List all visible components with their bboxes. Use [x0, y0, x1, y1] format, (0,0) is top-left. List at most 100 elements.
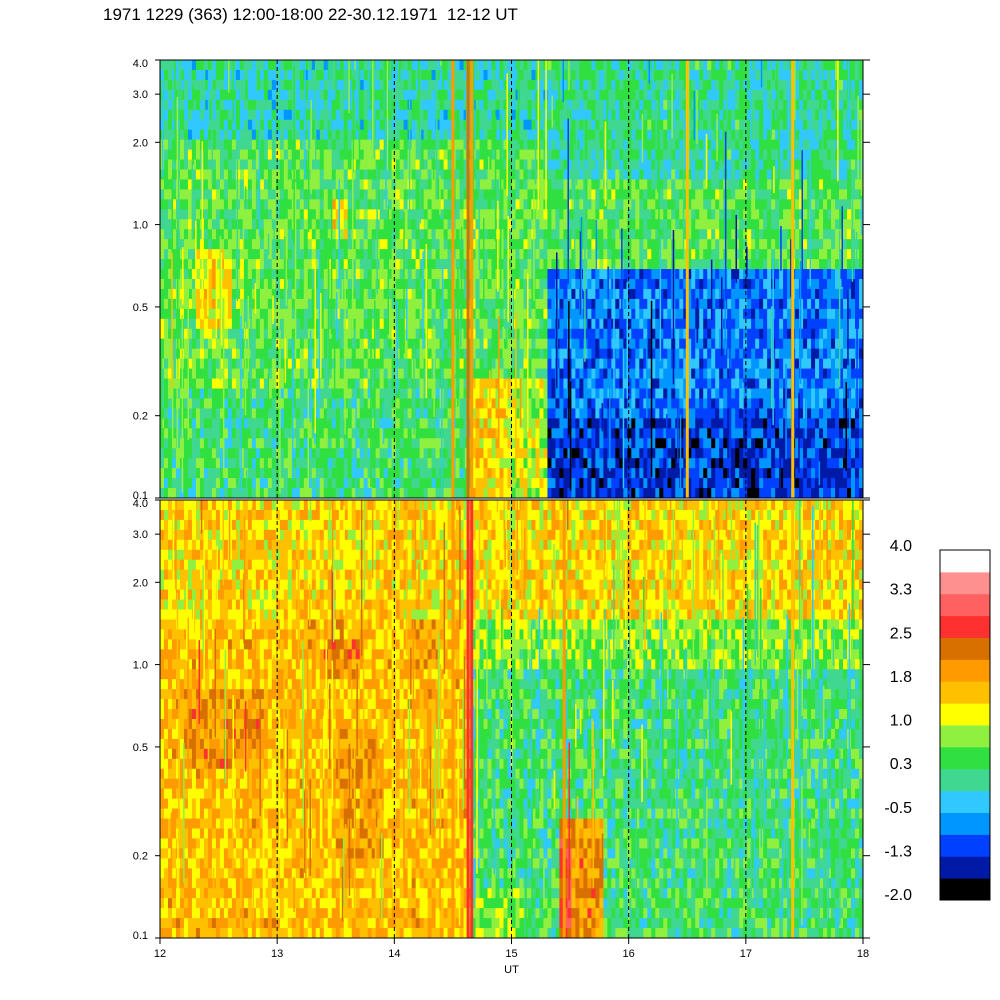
heatmap-cell — [160, 239, 165, 250]
heatmap-cell — [399, 229, 405, 240]
heatmap-cell — [587, 229, 592, 240]
heatmap-cell — [571, 89, 576, 101]
heatmap-cell — [299, 458, 305, 469]
heatmap-cell — [431, 79, 437, 91]
heatmap-cell — [243, 259, 249, 270]
heatmap-cell — [495, 438, 501, 449]
heatmap-cell — [607, 79, 612, 91]
heatmap-cell — [239, 358, 245, 370]
heatmap-cell — [343, 408, 349, 419]
heatmap-cell — [183, 338, 189, 350]
heatmap-cell — [579, 169, 584, 181]
heatmap-cell — [383, 348, 389, 360]
heatmap-cell — [215, 378, 221, 390]
heatmap-cell — [203, 398, 209, 409]
heatmap-cell — [503, 398, 509, 409]
heatmap-cell — [535, 388, 541, 400]
heatmap-cell — [331, 448, 337, 459]
heatmap-cell — [199, 338, 205, 350]
heatmap-cell — [167, 189, 173, 200]
heatmap-cell — [303, 249, 309, 260]
heatmap-cell — [311, 209, 317, 220]
heatmap-cell — [515, 269, 521, 280]
heatmap-cell — [555, 129, 561, 141]
heatmap-cell — [203, 318, 209, 330]
heatmap-cell — [311, 60, 317, 71]
heatmap-cell — [387, 338, 393, 350]
heatmap-cell — [251, 388, 257, 400]
heatmap-cell — [275, 249, 281, 260]
heatmap-cell — [399, 428, 405, 439]
heatmap-cell — [471, 458, 477, 469]
heatmap-cell — [371, 468, 377, 479]
heatmap-cell — [467, 219, 473, 230]
heatmap-cell — [175, 458, 181, 469]
heatmap-cell — [431, 428, 437, 439]
heatmap-cell — [391, 249, 397, 260]
heatmap-cell — [523, 139, 529, 151]
heatmap-cell — [247, 418, 253, 429]
heatmap-cell — [171, 418, 177, 429]
heatmap-cell — [531, 298, 537, 310]
heatmap-cell — [311, 478, 317, 489]
heatmap-cell — [287, 169, 293, 181]
heatmap-cell — [199, 79, 205, 91]
heatmap-cell — [395, 239, 401, 250]
heatmap-cell — [575, 368, 580, 380]
heatmap-cell — [463, 318, 469, 330]
heatmap-cell — [499, 458, 505, 469]
heatmap-cell — [483, 348, 489, 360]
heatmap-cell — [315, 209, 321, 220]
heatmap-cell — [423, 418, 429, 429]
heatmap-cell — [599, 448, 604, 459]
heatmap-cell — [315, 298, 321, 310]
heatmap-cell — [299, 448, 305, 459]
heatmap-cell — [259, 318, 265, 330]
heatmap-cell — [423, 139, 429, 151]
heatmap-cell — [319, 169, 325, 181]
heatmap-cell — [331, 159, 337, 171]
heatmap-cell — [575, 89, 580, 101]
heatmap-cell — [187, 269, 193, 280]
heatmap-cell — [215, 179, 221, 190]
heatmap-cell — [463, 458, 469, 469]
heatmap-cell — [207, 149, 213, 161]
heatmap-cell — [215, 249, 221, 260]
heatmap-cell — [275, 279, 281, 290]
heatmap-cell — [315, 308, 321, 320]
heatmap-cell — [359, 298, 365, 310]
heatmap-cell — [427, 328, 433, 340]
heatmap-cell — [311, 129, 317, 141]
heatmap-cell — [375, 398, 381, 409]
heatmap-cell — [403, 438, 409, 449]
heatmap-cell — [399, 189, 405, 200]
heatmap-cell — [447, 378, 453, 390]
heatmap-cell — [211, 398, 217, 409]
heatmap-cell — [563, 328, 569, 340]
heatmap-cell — [307, 219, 313, 230]
heatmap-cell — [219, 159, 225, 171]
heatmap-cell — [299, 149, 305, 161]
heatmap-cell — [299, 408, 305, 419]
heatmap-cell — [223, 209, 229, 220]
heatmap-cell — [599, 189, 604, 200]
heatmap-cell — [411, 269, 417, 280]
heatmap-cell — [487, 189, 493, 200]
heatmap-cell — [263, 378, 269, 390]
heatmap-cell — [419, 169, 425, 181]
heatmap-cell — [563, 458, 569, 469]
heatmap-cell — [299, 338, 305, 350]
heatmap-cell — [419, 418, 425, 429]
heatmap-cell — [339, 149, 345, 161]
heatmap-cell — [367, 418, 373, 429]
heatmap-cell — [551, 169, 557, 181]
heatmap-cell — [295, 408, 301, 419]
heatmap-cell — [331, 279, 337, 290]
heatmap-cell — [319, 468, 325, 479]
heatmap-cell — [583, 468, 588, 479]
heatmap-cell — [575, 149, 580, 161]
heatmap-cell — [167, 448, 173, 459]
heatmap-cell — [519, 189, 525, 200]
heatmap-cell — [543, 418, 549, 429]
heatmap-cell — [471, 448, 477, 459]
